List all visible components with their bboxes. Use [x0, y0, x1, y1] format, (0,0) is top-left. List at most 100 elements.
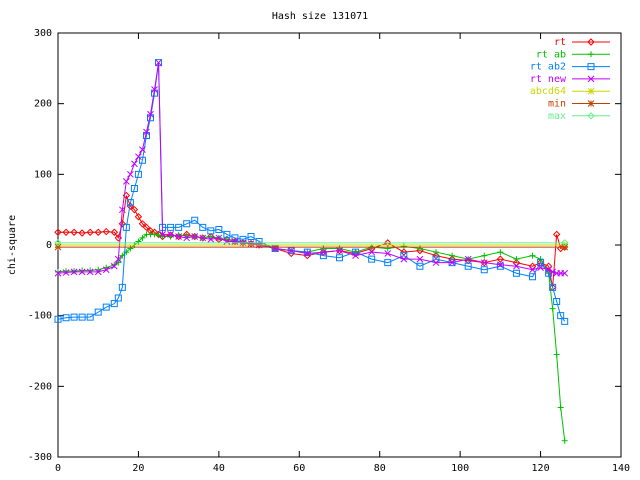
point [223, 230, 231, 238]
x-tick-label: 60 [293, 463, 305, 474]
legend-label: rt new [530, 74, 567, 85]
legend-label: min [548, 99, 566, 110]
point [110, 262, 118, 270]
y-tick-label: 0 [46, 240, 52, 251]
point [207, 233, 214, 240]
point [303, 250, 311, 257]
point [481, 252, 488, 259]
point [159, 231, 166, 238]
point [496, 255, 505, 263]
point [70, 228, 78, 236]
x-tick-label: 40 [213, 463, 225, 474]
point [127, 170, 134, 178]
point [207, 227, 215, 235]
point [118, 283, 126, 291]
legend-label: rt ab2 [530, 62, 566, 73]
point [175, 233, 182, 240]
point [78, 229, 86, 237]
point [432, 251, 440, 260]
x-tick-label: 80 [374, 463, 386, 474]
point [247, 240, 255, 247]
point [102, 303, 110, 311]
series-line [58, 195, 565, 288]
point [127, 245, 134, 252]
y-tick-label: -300 [28, 452, 52, 463]
point [151, 86, 158, 93]
point [287, 247, 295, 255]
point [549, 283, 557, 291]
point [78, 268, 86, 276]
legend-marker [587, 38, 595, 46]
point [529, 266, 536, 274]
point [155, 59, 163, 67]
point [561, 317, 569, 325]
point [368, 248, 376, 256]
legend-marker [588, 51, 594, 58]
point [433, 249, 440, 256]
point [102, 266, 110, 274]
y-tick-label: -100 [28, 311, 52, 322]
point [54, 239, 62, 247]
point [223, 235, 231, 244]
point [464, 255, 472, 263]
point [151, 231, 158, 238]
y-axis-label: chi-square [7, 215, 18, 275]
point [167, 223, 175, 231]
point [480, 259, 488, 267]
legend-label: abcd64 [530, 86, 566, 97]
point [480, 266, 488, 274]
point [537, 256, 544, 263]
point [512, 269, 520, 277]
point [199, 223, 207, 231]
point [142, 223, 151, 232]
point [320, 245, 327, 252]
point [448, 259, 456, 267]
point [155, 232, 162, 239]
point [271, 245, 279, 252]
legend-label: rt [554, 37, 566, 48]
point [183, 234, 191, 242]
point [167, 231, 174, 238]
series-line [57, 62, 565, 274]
point [336, 254, 343, 262]
point [183, 220, 191, 228]
point [159, 223, 167, 231]
point [94, 308, 102, 316]
point [561, 243, 569, 251]
point [561, 269, 569, 277]
point [131, 160, 138, 168]
point [319, 248, 328, 256]
point [497, 249, 504, 256]
point [449, 252, 456, 259]
point [384, 259, 392, 267]
point [114, 255, 122, 263]
point [448, 259, 456, 267]
point [130, 184, 138, 192]
point [114, 294, 122, 302]
point [62, 269, 70, 276]
point [553, 298, 561, 306]
point [416, 255, 424, 263]
point [54, 228, 62, 236]
point [138, 156, 146, 164]
point [118, 220, 127, 228]
point [368, 255, 376, 263]
legend-marker [587, 87, 595, 95]
x-tick-label: 0 [55, 463, 61, 474]
point [529, 252, 536, 259]
y-tick-label: 200 [34, 99, 52, 110]
point [62, 228, 70, 236]
point [54, 315, 62, 323]
point [134, 170, 142, 178]
point [384, 245, 391, 252]
point [561, 437, 568, 444]
point [191, 233, 199, 240]
point [247, 233, 255, 241]
point [557, 404, 564, 411]
point [545, 266, 552, 274]
x-tick-label: 140 [612, 463, 630, 474]
point [537, 259, 545, 267]
point [336, 247, 343, 255]
point [416, 245, 423, 252]
